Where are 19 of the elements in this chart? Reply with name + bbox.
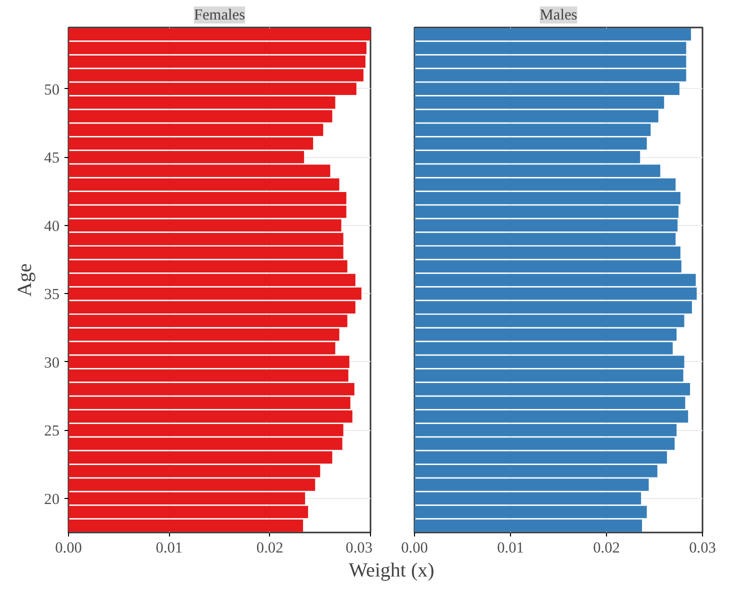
chart-title: Females (194, 6, 246, 24)
y-tick-label: 45 (44, 150, 60, 167)
x-tick-label: 0.02 (593, 540, 620, 556)
y-tick-label: 40 (44, 218, 60, 235)
x-tick-label: 0.02 (256, 540, 284, 556)
x-axis-title: Weight (x) (348, 560, 434, 582)
x-tick-label: 0.01 (497, 540, 524, 556)
y-tick-label: 20 (44, 490, 60, 508)
y-tick-label: 50 (44, 81, 60, 98)
y-axis-title: Age (14, 263, 36, 297)
x-tick-label: 0.03 (346, 540, 373, 556)
y-tick-label: 35 (44, 286, 60, 304)
x-tick-label: 0.01 (156, 540, 183, 556)
y-tick-label: 25 (44, 422, 60, 440)
chart-title: Males (540, 6, 578, 24)
x-tick-label: 0.00 (55, 540, 82, 556)
x-tick-label: 0.00 (401, 540, 428, 556)
y-tick-label: 30 (44, 354, 60, 372)
x-tick-label: 0.03 (689, 540, 716, 556)
